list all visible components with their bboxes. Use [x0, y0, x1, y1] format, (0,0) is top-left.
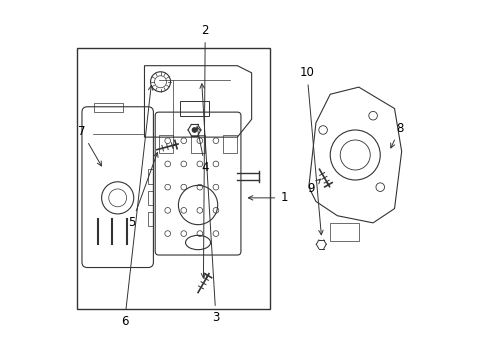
Bar: [190, 135, 205, 153]
Text: 10: 10: [299, 66, 323, 235]
Text: 3: 3: [200, 84, 219, 324]
Text: 8: 8: [390, 122, 403, 148]
Text: 4: 4: [195, 127, 208, 174]
Text: 5: 5: [128, 153, 158, 229]
Bar: [159, 135, 173, 153]
Bar: [223, 135, 237, 153]
Circle shape: [192, 128, 196, 132]
Bar: [148, 212, 153, 226]
Text: 6: 6: [121, 86, 153, 328]
Bar: [148, 191, 153, 205]
Bar: [329, 223, 358, 241]
Text: 2: 2: [201, 24, 208, 278]
Text: 7: 7: [78, 125, 102, 166]
Bar: [148, 169, 153, 184]
Text: 1: 1: [248, 192, 287, 204]
Bar: [180, 102, 208, 116]
Bar: [94, 103, 123, 112]
Text: 9: 9: [306, 179, 320, 195]
Bar: [77, 48, 269, 309]
